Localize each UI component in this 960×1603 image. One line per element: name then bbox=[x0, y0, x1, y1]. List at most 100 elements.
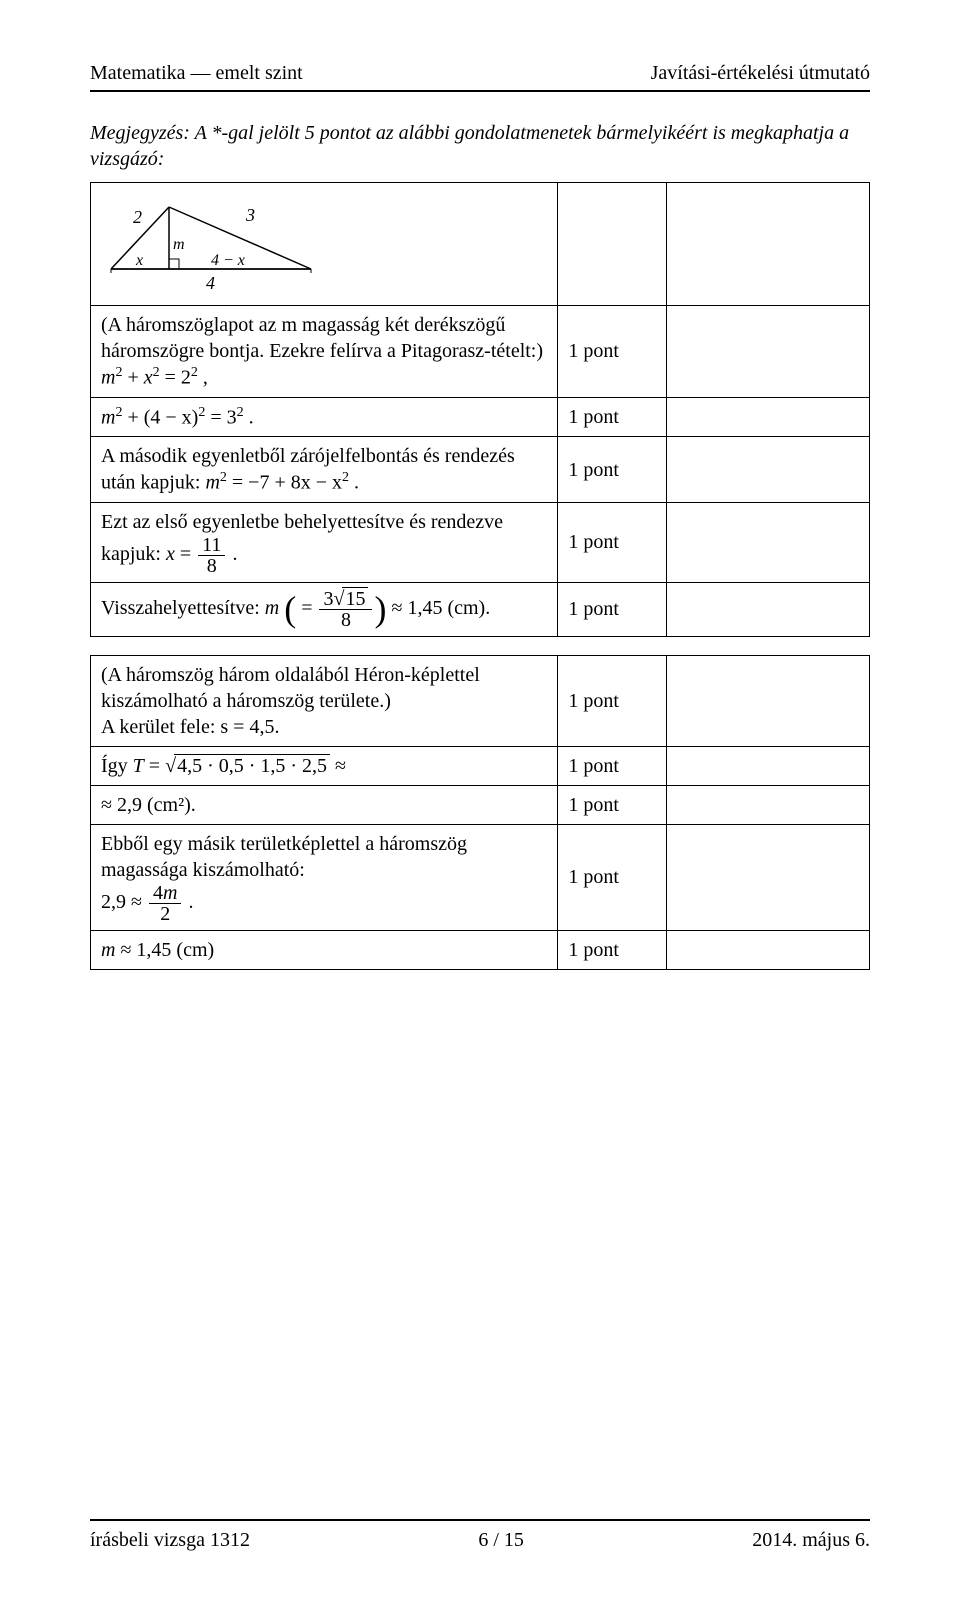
label-x: x bbox=[135, 252, 143, 269]
paren: (4 − x) bbox=[144, 406, 199, 428]
remark-cell bbox=[667, 582, 870, 636]
step-text: Ezt az első egyenletbe behelyettesítve é… bbox=[101, 511, 503, 565]
var-x: x bbox=[166, 543, 175, 565]
points-cell bbox=[558, 183, 667, 306]
table-row: Ebből egy másik területképlettel a három… bbox=[91, 824, 870, 930]
table-row: 2 3 m x 4 − x 4 bbox=[91, 183, 870, 306]
frac-den: 8 bbox=[319, 609, 372, 630]
remark-cell bbox=[667, 437, 870, 503]
label-three: 3 bbox=[245, 205, 255, 225]
points-cell: 1 pont bbox=[558, 824, 667, 930]
table-row: ≈ 2,9 (cm²). 1 pont bbox=[91, 785, 870, 824]
table-row: (A háromszöglapot az m magasság két deré… bbox=[91, 306, 870, 398]
tail: ≈ bbox=[335, 755, 346, 777]
step-cell: (A háromszög három oldalából Héron-képle… bbox=[91, 655, 558, 746]
points-cell: 1 pont bbox=[558, 306, 667, 398]
frac-num: 3√15 bbox=[319, 589, 372, 609]
solution-table-2: (A háromszög három oldalából Héron-képle… bbox=[90, 655, 870, 970]
table-row: m ≈ 1,45 (cm) 1 pont bbox=[91, 930, 870, 969]
header-left: Matematika — emelt szint bbox=[90, 60, 303, 86]
approx-tail: ≈ 1,45 (cm). bbox=[391, 597, 490, 619]
step-cell: Így T = √4,5 · 0,5 · 1,5 · 2,5 ≈ bbox=[91, 746, 558, 785]
triangle-diagram: 2 3 m x 4 − x 4 bbox=[101, 189, 331, 299]
header-right: Javítási-értékelési útmutató bbox=[651, 60, 870, 86]
points-cell: 1 pont bbox=[558, 746, 667, 785]
table-row: Így T = √4,5 · 0,5 · 1,5 · 2,5 ≈ 1 pont bbox=[91, 746, 870, 785]
note-paragraph: Megjegyzés: A *-gal jelölt 5 pontot az a… bbox=[90, 120, 870, 172]
eq: = bbox=[296, 597, 317, 619]
var-x: x bbox=[144, 367, 153, 389]
remark-cell bbox=[667, 183, 870, 306]
rhs: = −7 + 8x − x bbox=[232, 472, 342, 494]
label-m: m bbox=[173, 236, 185, 253]
page-header: Matematika — emelt szint Javítási-értéke… bbox=[90, 60, 870, 92]
num-coeff: 3 bbox=[323, 588, 333, 610]
lhs: 2,9 ≈ bbox=[101, 891, 147, 913]
points-cell: 1 pont bbox=[558, 397, 667, 437]
page: Matematika — emelt szint Javítási-értéke… bbox=[0, 0, 960, 1603]
label-four: 4 bbox=[206, 273, 215, 293]
eq: = bbox=[175, 543, 196, 565]
footer-right: 2014. május 6. bbox=[752, 1527, 870, 1553]
frac-den: 8 bbox=[198, 555, 225, 576]
table-row: A második egyenletből zárójelfelbontás é… bbox=[91, 437, 870, 503]
eq-rhs: = 2 bbox=[165, 367, 191, 389]
points-cell: 1 pont bbox=[558, 582, 667, 636]
radicand: 15 bbox=[342, 587, 368, 610]
var-m: m bbox=[101, 367, 115, 389]
remark-cell bbox=[667, 655, 870, 746]
fraction: 4m 2 bbox=[149, 883, 181, 924]
step-cell: (A háromszöglapot az m magasság két deré… bbox=[91, 306, 558, 398]
step-cell: A második egyenletből zárójelfelbontás é… bbox=[91, 437, 558, 503]
table-row: Ezt az első egyenletbe behelyettesítve é… bbox=[91, 502, 870, 582]
step-cell: Visszahelyettesítve: m ( = 3√15 8 ) ≈ 1,… bbox=[91, 582, 558, 636]
frac-den: 2 bbox=[149, 903, 181, 924]
result-m: m bbox=[101, 939, 115, 961]
points-cell: 1 pont bbox=[558, 655, 667, 746]
remark-cell bbox=[667, 746, 870, 785]
table-row: Visszahelyettesítve: m ( = 3√15 8 ) ≈ 1,… bbox=[91, 582, 870, 636]
diagram-cell: 2 3 m x 4 − x 4 bbox=[91, 183, 558, 306]
label-two: 2 bbox=[133, 207, 142, 227]
step-text: Ebből egy másik területképlettel a három… bbox=[101, 833, 467, 881]
sqrt: √4,5 · 0,5 · 1,5 · 2,5 bbox=[165, 753, 330, 779]
eq: = bbox=[144, 755, 165, 777]
var-m: m bbox=[101, 406, 115, 428]
var-m: m bbox=[265, 597, 279, 619]
points-cell: 1 pont bbox=[558, 930, 667, 969]
points-cell: 1 pont bbox=[558, 502, 667, 582]
remark-cell bbox=[667, 930, 870, 969]
pre: Így bbox=[101, 755, 133, 777]
big-paren-close: ) bbox=[374, 589, 386, 629]
points-cell: 1 pont bbox=[558, 785, 667, 824]
label-4mx: 4 − x bbox=[211, 252, 245, 269]
step-cell: Ebből egy másik területképlettel a három… bbox=[91, 824, 558, 930]
solution-table-1: 2 3 m x 4 − x 4 bbox=[90, 182, 870, 637]
points-cell: 1 pont bbox=[558, 437, 667, 503]
footer-mid: 6 / 15 bbox=[478, 1527, 524, 1553]
step-cell: ≈ 2,9 (cm²). bbox=[91, 785, 558, 824]
page-footer: írásbeli vizsga 1312 6 / 15 2014. május … bbox=[90, 1519, 870, 1553]
var-T: T bbox=[133, 755, 144, 777]
fraction: 3√15 8 bbox=[319, 589, 372, 630]
fraction: 11 8 bbox=[198, 535, 225, 576]
table-row: (A háromszög három oldalából Héron-képle… bbox=[91, 655, 870, 746]
var-m: m bbox=[205, 472, 219, 494]
frac-num: 4m bbox=[149, 883, 181, 903]
radicand: 4,5 · 0,5 · 1,5 · 2,5 bbox=[174, 754, 330, 777]
step-text: (A háromszöglapot az m magasság két deré… bbox=[101, 314, 543, 362]
remark-cell bbox=[667, 502, 870, 582]
remark-cell bbox=[667, 306, 870, 398]
step-cell: m2 + (4 − x)2 = 32 . bbox=[91, 397, 558, 437]
remark-cell bbox=[667, 397, 870, 437]
step-cell: m ≈ 1,45 (cm) bbox=[91, 930, 558, 969]
eq-rhs: = 3 bbox=[210, 406, 236, 428]
sqrt: √15 bbox=[333, 589, 368, 609]
num-4m: 4m bbox=[153, 882, 177, 904]
step-text: Visszahelyettesítve: bbox=[101, 597, 265, 619]
frac-num: 11 bbox=[198, 535, 225, 555]
remark-cell bbox=[667, 824, 870, 930]
step-cell: Ezt az első egyenletbe behelyettesítve é… bbox=[91, 502, 558, 582]
footer-left: írásbeli vizsga 1312 bbox=[90, 1527, 250, 1553]
table-row: m2 + (4 − x)2 = 32 . 1 pont bbox=[91, 397, 870, 437]
